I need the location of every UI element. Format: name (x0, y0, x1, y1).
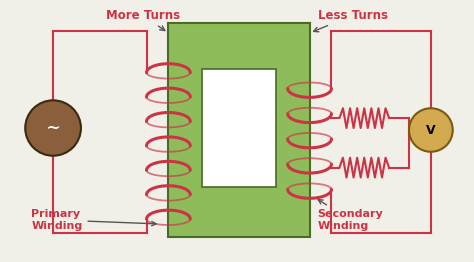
Text: Primary
Winding: Primary Winding (31, 209, 156, 231)
Bar (168, 23, 310, 237)
Text: ~: ~ (46, 119, 61, 137)
Text: Less Turns: Less Turns (314, 9, 388, 32)
Text: Secondary
Winding: Secondary Winding (318, 200, 383, 231)
Circle shape (409, 108, 453, 152)
Circle shape (25, 100, 81, 156)
Text: V: V (426, 123, 436, 137)
Text: More Turns: More Turns (106, 9, 180, 31)
Bar (202, 69, 276, 187)
